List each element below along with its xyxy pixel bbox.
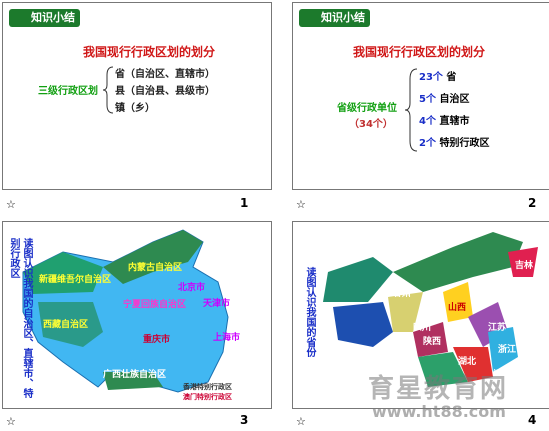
item: 23个 省 (419, 67, 489, 89)
map-label: 甘肃 (393, 289, 412, 299)
slide-thumbnail[interactable]: 读图认识我国的自治区、直辖市、特别行政区 新疆维吾尔自治区 西藏自治区 内蒙古自… (2, 221, 272, 409)
count: 5个 (419, 94, 436, 105)
map-label: 新疆维吾尔自治区 (39, 275, 112, 285)
item: 省（自治区、直辖市） (115, 69, 215, 80)
watermark: 育星教育网 (368, 374, 509, 404)
label: 省级行政单位 (337, 103, 397, 114)
label: 三级行政区划 (38, 86, 98, 97)
item: 镇（乡） (115, 103, 155, 114)
slide-thumbnail[interactable]: 读图认识我国的省份 甘肃 陕西 山西 四川 湖北 江苏 浙江 福建 吉林 辽宁 (292, 221, 549, 409)
map-label: 吉林 (515, 261, 534, 271)
item: 5个 自治区 (419, 89, 489, 111)
badge: 知识小结 (9, 9, 80, 27)
name: 特别行政区 (439, 138, 490, 149)
map-label: 山西 (448, 303, 467, 313)
items: 23个 省 5个 自治区 4个 直辖市 2个 特别行政区 (419, 67, 489, 155)
marker: ☆ (296, 415, 306, 428)
map-label: 北京市 (178, 283, 206, 293)
map-label: 浙江 (498, 345, 517, 355)
marker: ☆ (6, 415, 16, 428)
map-label: 内蒙古自治区 (128, 263, 183, 273)
map-label: 香港特别行政区 (183, 383, 232, 391)
slide-title: 我国现行行政区划的划分 (83, 45, 216, 59)
marker: ☆ (296, 198, 306, 211)
slide-thumbnail[interactable]: 知识小结 我国现行行政区划的划分 三级行政区划 省（自治区、直辖市） 县（自治县… (2, 2, 272, 190)
brace (405, 68, 418, 152)
map (323, 232, 538, 387)
caption: 读图认识我国的省份 (304, 267, 315, 357)
map-label: 江苏 (488, 323, 507, 333)
item: 4个 直辖市 (419, 111, 489, 133)
slide-number: 3 (240, 413, 249, 427)
map-label: 湖北 (458, 357, 477, 367)
map-label: 陕西 (423, 337, 442, 347)
sublabel: （34个） (349, 119, 393, 130)
name: 直辖市 (439, 116, 470, 127)
map-label: 辽宁 (503, 285, 522, 295)
count: 4个 (419, 116, 436, 127)
map-label: 澳门特别行政区 (183, 393, 232, 401)
map-label: 广西壮族自治区 (103, 370, 167, 380)
count: 2个 (419, 138, 436, 149)
slide-number: 2 (528, 196, 537, 210)
item: 2个 特别行政区 (419, 133, 489, 155)
slide-thumbnail[interactable]: 知识小结 我国现行行政区划的划分 省级行政单位 （34个） 23个 省 5个 自… (292, 2, 549, 190)
caption: 读图认识我国的自治区、直辖市、特别行政区 (8, 238, 32, 398)
map-label: 天津市 (203, 299, 231, 309)
slide-title: 我国现行行政区划的划分 (353, 45, 486, 59)
count: 23个 (419, 72, 443, 83)
map-label: 上海市 (213, 333, 241, 343)
map-label: 四川 (413, 323, 432, 333)
map-label: 宁夏回族自治区 (123, 300, 187, 310)
slide-number: 4 (528, 413, 537, 427)
map-label: 西藏自治区 (43, 320, 89, 330)
map-label: 重庆市 (143, 335, 171, 345)
map-label: 福建 (493, 370, 512, 380)
map (22, 229, 229, 393)
brace (103, 66, 114, 114)
item: 县（自治县、县级市） (115, 86, 215, 97)
items: 省（自治区、直辖市） 县（自治县、县级市） 镇（乡） (115, 66, 215, 117)
name: 自治区 (439, 94, 470, 105)
slide-number: 1 (240, 196, 249, 210)
badge: 知识小结 (299, 9, 370, 27)
name: 省 (446, 72, 457, 83)
marker: ☆ (6, 198, 16, 211)
watermark-url: www.ht88.com (372, 402, 506, 421)
